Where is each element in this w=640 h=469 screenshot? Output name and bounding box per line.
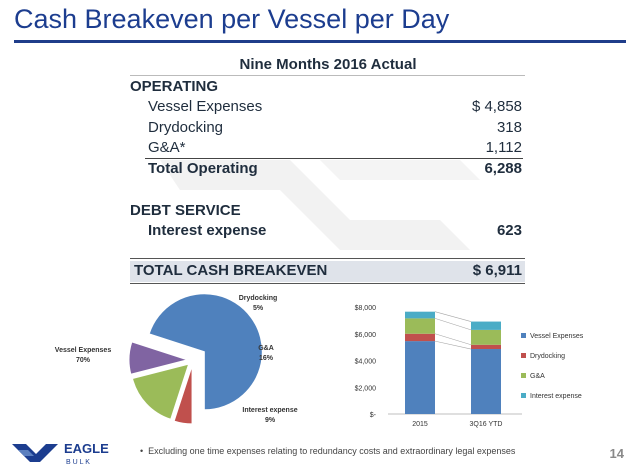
row-label: Drydocking — [148, 119, 224, 136]
legend-swatch — [521, 353, 526, 358]
subtotal-rule — [145, 158, 523, 159]
y-tick-label: $6,000 — [355, 332, 377, 339]
connector-line — [434, 340, 472, 350]
total-operating-row: Total Operating 6,288 — [130, 160, 522, 180]
pie-percent-label: 5% — [253, 305, 264, 312]
debt-label: DEBT SERVICE — [130, 202, 241, 219]
pie-slice — [128, 341, 189, 375]
row-value: $ 4,858 — [471, 98, 522, 115]
eagle-bulk-logo: EAGLE B U L K — [12, 441, 109, 466]
table-header: Nine Months 2016 Actual — [239, 56, 417, 73]
page-number: 14 — [609, 446, 624, 461]
total-breakeven-value: $ 6,911 — [472, 262, 522, 279]
bar-segment — [471, 321, 501, 330]
interest-label: Interest expense — [148, 222, 267, 239]
legend-label: Vessel Expenses — [530, 333, 584, 340]
footnote: • Excluding one time expenses relating t… — [140, 446, 516, 456]
pie-slice — [131, 363, 190, 420]
legend-swatch — [521, 393, 526, 398]
bar-segment — [405, 311, 435, 319]
pie-label: Drydocking — [239, 295, 278, 302]
interest-value: 623 — [496, 222, 522, 239]
total-breakeven-row: TOTAL CASH BREAKEVEN $ 6,911 — [130, 262, 522, 282]
connector-line — [434, 311, 472, 322]
pie-chart: Vessel Expenses 70% Drydocking 5% G&A 16% Inte… — [55, 293, 298, 425]
title-divider — [14, 40, 626, 43]
table-row: Vessel Expenses $ 4,858 — [130, 98, 522, 118]
page-title: Cash Breakeven per Vessel per Day — [14, 4, 450, 34]
legend-label: Drydocking — [530, 353, 565, 360]
y-tick-label: $- — [370, 412, 377, 419]
stacked-bar-chart: $- $2,000 $4,000 $6,000 $8,000 2015 3Q16 YTD Ve… — [355, 305, 584, 428]
pie-label: Interest expense — [242, 407, 297, 414]
breakeven-top-rule — [130, 258, 525, 259]
legend-label: G&A — [530, 373, 545, 380]
row-value: 1,112 — [485, 139, 522, 156]
bar-segment — [471, 349, 501, 414]
pie-percent-label: 16% — [259, 355, 274, 362]
x-tick-label: 3Q16 YTD — [470, 421, 503, 428]
bar-segment — [405, 333, 435, 342]
breakeven-highlight — [130, 261, 525, 282]
legend-label: Interest expense — [530, 393, 582, 400]
pie-slice — [173, 365, 193, 425]
total-operating-value: 6,288 — [484, 160, 522, 177]
table-row: Drydocking 318 — [130, 119, 522, 139]
bar-segment — [471, 329, 501, 345]
legend-swatch — [521, 333, 526, 338]
pie-slice — [148, 293, 263, 411]
y-tick-label: $4,000 — [355, 359, 377, 366]
total-breakeven-label: TOTAL CASH BREAKEVEN — [134, 262, 328, 279]
header-divider — [130, 75, 525, 76]
footnote-text: Excluding one time expenses relating to … — [148, 446, 516, 456]
row-value: 318 — [496, 119, 522, 136]
total-operating-label: Total Operating — [148, 160, 258, 177]
bar-segment — [471, 344, 501, 350]
svg-text:EAGLE: EAGLE — [64, 441, 109, 456]
row-label: Vessel Expenses — [148, 98, 263, 115]
legend-swatch — [521, 373, 526, 378]
bar-segment — [405, 341, 435, 414]
pie-percent-label: 70% — [76, 357, 91, 364]
pie-label: Vessel Expenses — [55, 347, 112, 354]
interest-row: Interest expense 623 — [130, 222, 522, 242]
operating-section-label: OPERATING — [130, 78, 522, 98]
svg-text:B U L K: B U L K — [66, 459, 90, 466]
pie-percent-label: 9% — [265, 417, 276, 424]
breakeven-bottom-rule — [130, 283, 525, 284]
connector-line — [434, 333, 472, 346]
bar-segment — [405, 318, 435, 334]
pie-label: G&A — [258, 345, 274, 352]
connector-line — [434, 318, 472, 331]
x-tick-label: 2015 — [412, 421, 428, 428]
y-tick-label: $8,000 — [355, 305, 377, 312]
row-label: G&A* — [148, 139, 186, 156]
y-tick-label: $2,000 — [355, 385, 377, 392]
watermark-logo — [160, 160, 480, 250]
operating-label: OPERATING — [130, 78, 219, 95]
table-row: G&A* 1,112 — [130, 139, 522, 159]
debt-section-label: DEBT SERVICE — [130, 202, 522, 222]
